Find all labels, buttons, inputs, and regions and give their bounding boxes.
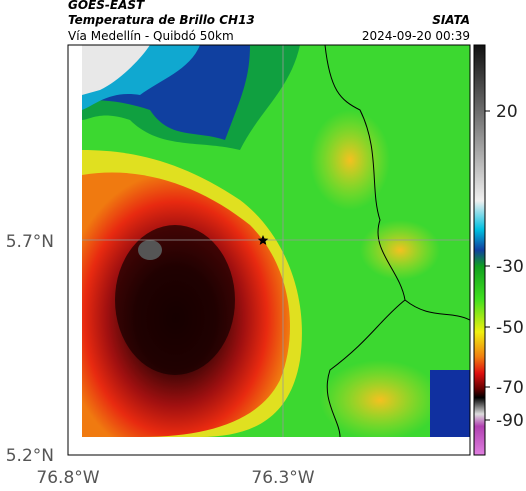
colorbar-tick-label: -70 bbox=[496, 378, 524, 398]
colorbar bbox=[473, 44, 486, 456]
lon-label: 76.8°W bbox=[36, 468, 99, 488]
colorbar-tick-label: -90 bbox=[496, 411, 524, 431]
lat-label: 5.2°N bbox=[6, 446, 54, 466]
map-frame bbox=[67, 44, 471, 456]
satellite-image bbox=[82, 45, 470, 437]
colorbar-ticks: 20 -30 -50 -70 -90 bbox=[485, 102, 524, 431]
timestamp: 2024-09-20 00:39 bbox=[362, 29, 470, 43]
colorbar-tick-label: 20 bbox=[496, 102, 518, 122]
colorbar-tick-label: -30 bbox=[496, 257, 524, 277]
location-marker bbox=[257, 235, 269, 245]
colorbar-tick-label: -50 bbox=[496, 318, 524, 338]
lon-label: 76.3°W bbox=[251, 468, 314, 488]
subtitle: Temperatura de Brillo CH13 bbox=[68, 13, 255, 27]
lat-label: 5.7°N bbox=[6, 232, 54, 252]
location: Vía Medellín - Quibdó 50km bbox=[68, 29, 234, 43]
title: GOES-EAST bbox=[68, 0, 145, 12]
source: SIATA bbox=[432, 13, 470, 27]
